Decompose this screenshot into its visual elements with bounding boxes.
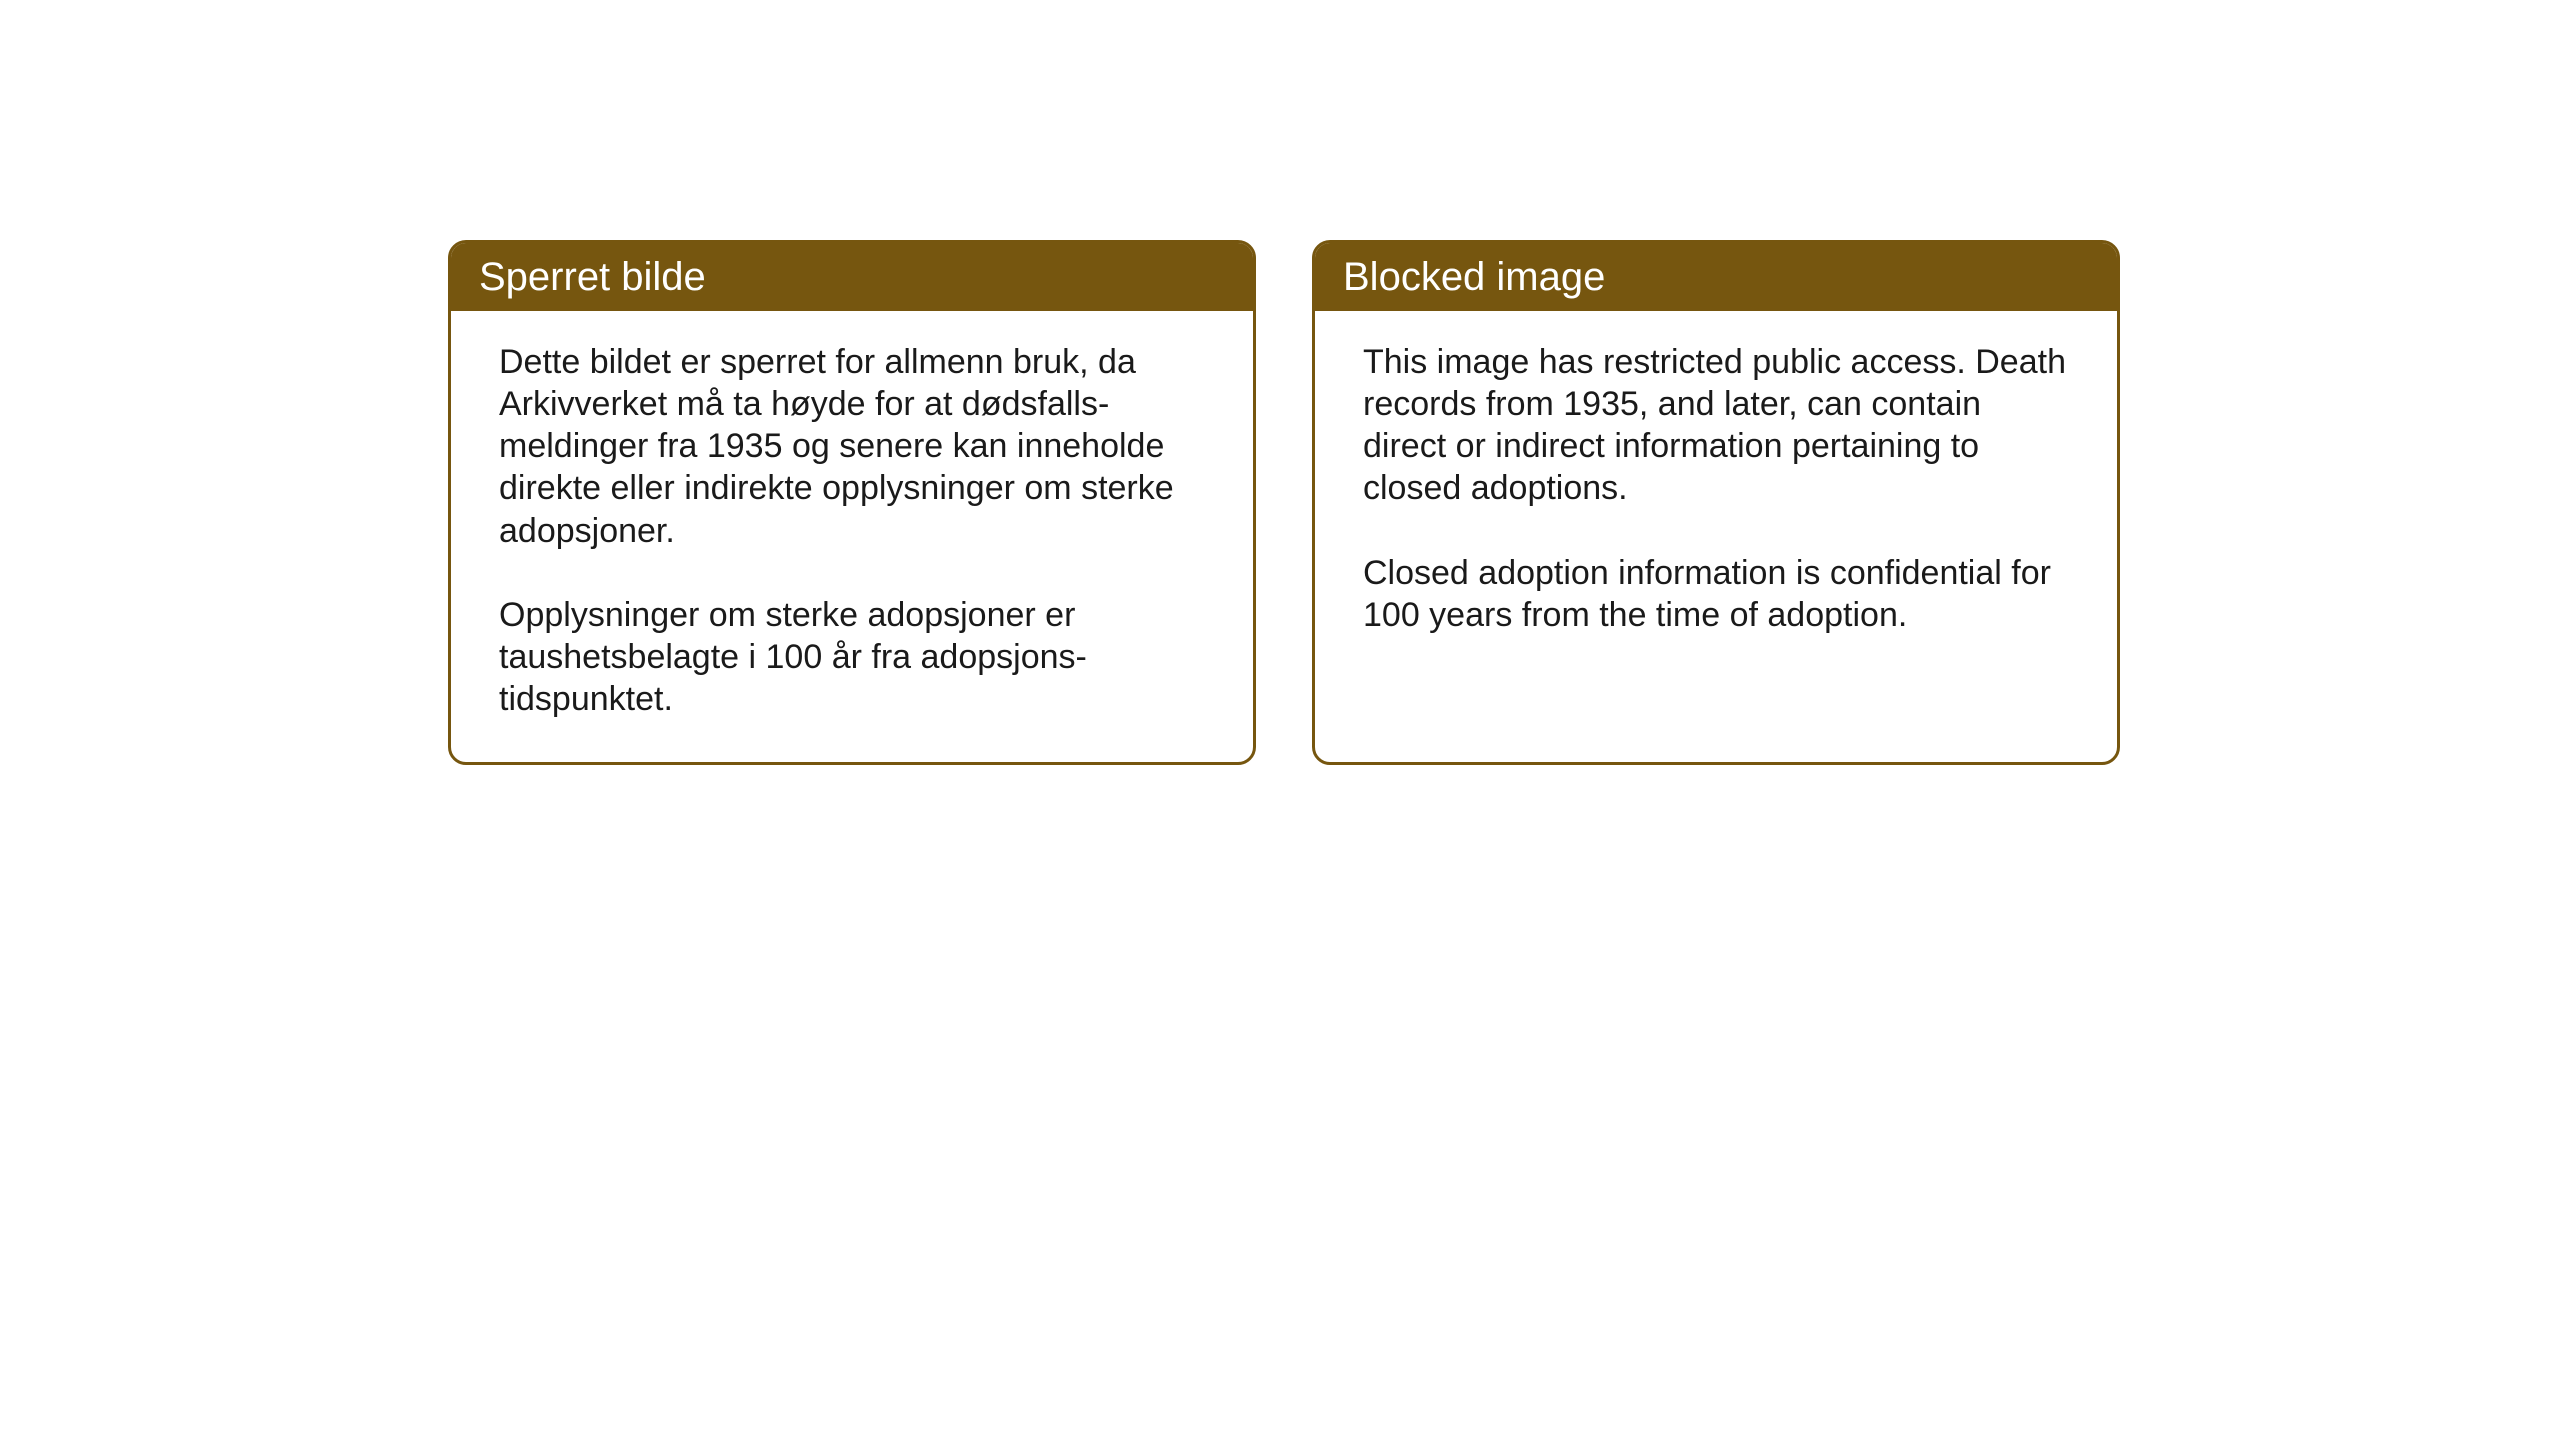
english-paragraph-1: This image has restricted public access.… [1363, 341, 2069, 510]
english-paragraph-2: Closed adoption information is confident… [1363, 552, 2069, 636]
english-card-title: Blocked image [1315, 243, 2117, 311]
norwegian-card-title: Sperret bilde [451, 243, 1253, 311]
info-cards-container: Sperret bilde Dette bildet er sperret fo… [0, 0, 2560, 765]
norwegian-paragraph-2: Opplysninger om sterke adopsjoner er tau… [499, 594, 1205, 720]
norwegian-paragraph-1: Dette bildet er sperret for allmenn bruk… [499, 341, 1205, 552]
english-card-body: This image has restricted public access.… [1315, 311, 2117, 739]
english-info-card: Blocked image This image has restricted … [1312, 240, 2120, 765]
norwegian-card-body: Dette bildet er sperret for allmenn bruk… [451, 311, 1253, 762]
norwegian-info-card: Sperret bilde Dette bildet er sperret fo… [448, 240, 1256, 765]
